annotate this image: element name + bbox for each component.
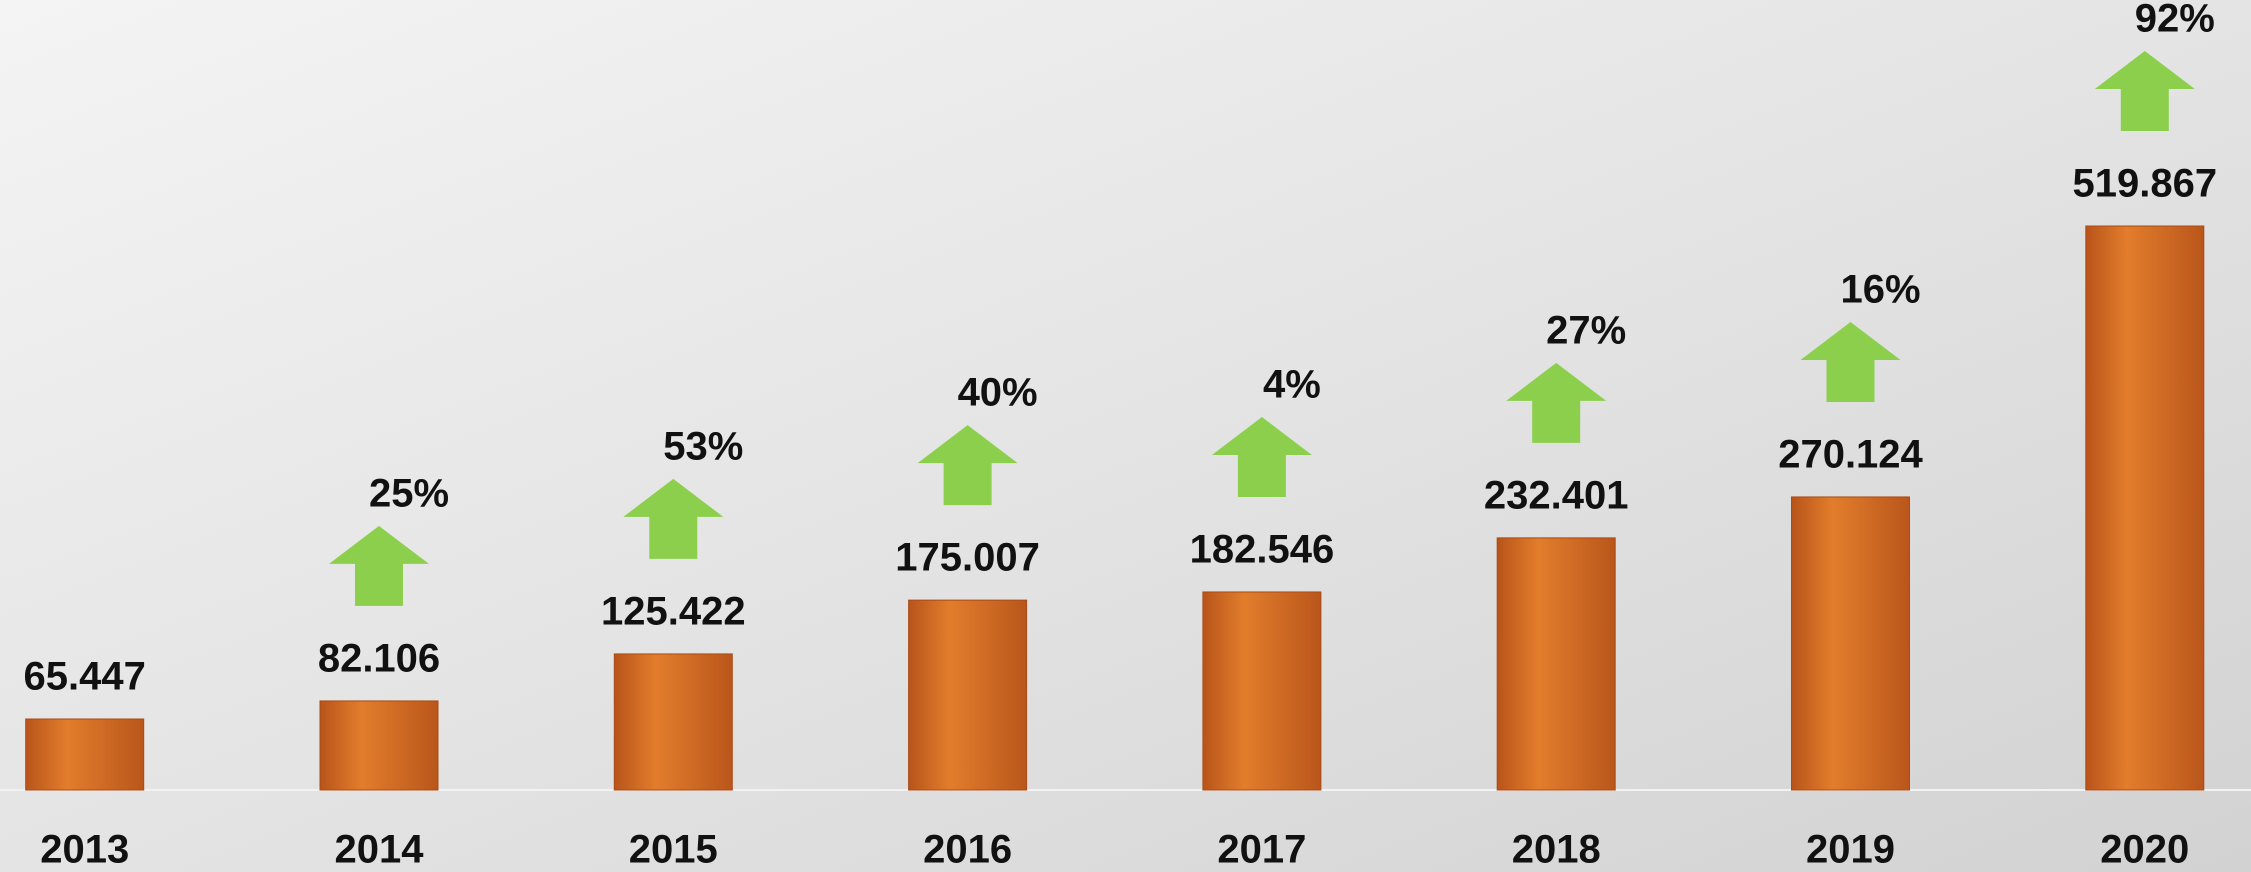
- x-tick-label: 2019: [1806, 828, 1895, 872]
- growth-label: 4%: [1263, 363, 1321, 407]
- value-label: 82.106: [318, 636, 440, 680]
- value-label: 232.401: [1484, 473, 1629, 517]
- x-tick-label: 2017: [1217, 828, 1306, 872]
- x-tick-label: 2015: [629, 828, 718, 872]
- bar: [2085, 225, 2205, 791]
- bar: [25, 718, 145, 791]
- growth-label: 25%: [369, 471, 449, 515]
- growth-arrow: [1211, 416, 1312, 497]
- x-tick-label: 2018: [1512, 828, 1601, 872]
- bar: [1202, 591, 1322, 791]
- bar: [1791, 496, 1910, 791]
- growth-arrow: [1800, 321, 1901, 402]
- value-label: 270.124: [1778, 433, 1923, 477]
- value-label: 175.007: [895, 536, 1040, 580]
- growth-label: 27%: [1546, 308, 1626, 352]
- bar: [1496, 537, 1616, 791]
- growth-arrow: [623, 478, 724, 559]
- value-label: 519.867: [2073, 162, 2218, 206]
- growth-arrow: [329, 525, 429, 606]
- growth-label: 40%: [958, 371, 1038, 415]
- growth-arrow: [1506, 362, 1607, 443]
- growth-arrow: [917, 425, 1018, 506]
- x-tick-label: 2020: [2100, 828, 2189, 872]
- value-label: 65.447: [24, 655, 146, 699]
- x-tick-label: 2016: [923, 828, 1012, 872]
- value-label: 125.422: [601, 589, 746, 633]
- growth-label: 92%: [2135, 0, 2215, 41]
- value-label: 182.546: [1190, 528, 1335, 572]
- growth-label: 53%: [663, 424, 743, 468]
- bar: [319, 700, 439, 791]
- x-tick-label: 2013: [40, 828, 129, 872]
- x-tick-label: 2014: [335, 828, 425, 872]
- bar: [613, 653, 733, 791]
- growth-label: 16%: [1840, 268, 1920, 312]
- bar: [908, 599, 1028, 791]
- growth-arrow: [2094, 51, 2195, 131]
